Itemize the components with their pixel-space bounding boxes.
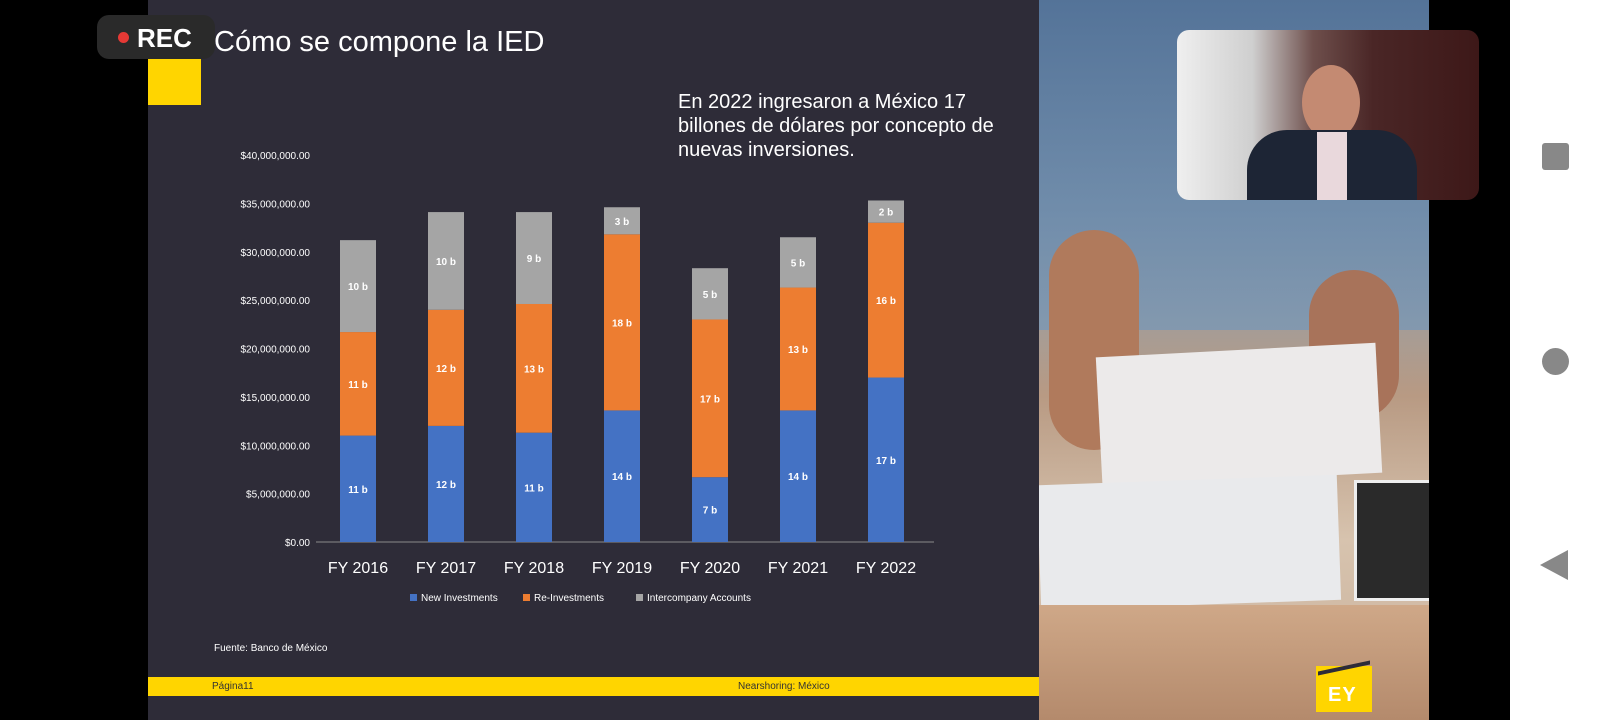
y-tick-label: $20,000,000.00 <box>240 345 310 356</box>
bar-data-label: 2 b <box>879 208 893 219</box>
bar-segment <box>516 432 552 542</box>
record-dot-icon <box>118 32 129 43</box>
bar-data-label: 18 b <box>612 318 632 329</box>
bar-segment <box>428 212 464 310</box>
yellow-accent-square <box>148 59 201 105</box>
photo-paper-top <box>1095 342 1383 488</box>
chart-legend: New Investments Re-Investments Intercompan… <box>410 593 751 604</box>
bar-data-label: 12 b <box>436 480 456 491</box>
bar-data-label: 17 b <box>876 456 896 467</box>
bar-segment <box>604 234 640 411</box>
stacked-bar-chart: $0.00 $5,000,000.00 $10,000,000.00 $15,000,… <box>240 151 934 604</box>
y-tick-label: $40,000,000.00 <box>240 151 310 162</box>
ey-logo: EY <box>1316 660 1372 712</box>
x-tick-label: FY 2018 <box>504 560 564 577</box>
system-navigation-bar <box>1510 0 1600 720</box>
bar-data-label: 11 b <box>524 483 543 494</box>
bar-segment <box>428 309 464 426</box>
y-tick-label: $25,000,000.00 <box>240 296 310 307</box>
bars: 11 b 11 b 10 b 12 b 12 b 10 b 11 b 13 b 9 b 14 b 1… <box>340 200 904 542</box>
back-icon[interactable] <box>1540 550 1568 580</box>
bar-segment <box>692 477 728 542</box>
x-tick-label: FY 2021 <box>768 560 828 577</box>
slide-title: Cómo se compone la IED <box>214 26 545 58</box>
footer-title: Nearshoring: México <box>738 681 830 692</box>
ey-logo-text: EY <box>1328 684 1357 706</box>
x-tick-label: FY 2016 <box>328 560 388 577</box>
legend-swatch <box>636 594 643 601</box>
bar-segment <box>604 207 640 235</box>
bar-segment <box>516 303 552 433</box>
bar-data-label: 13 b <box>524 364 544 375</box>
bar-segment <box>780 237 816 288</box>
bar-data-label: 10 b <box>436 257 456 268</box>
bar-segment <box>604 410 640 542</box>
footer-bar: Página11 Nearshoring: México <box>148 677 1039 696</box>
bar-data-label: 11 b <box>348 485 367 496</box>
bar-data-label: 7 b <box>703 506 717 517</box>
bar-segment <box>340 435 376 542</box>
bar-data-label: 17 b <box>700 394 720 405</box>
y-tick-label: $35,000,000.00 <box>240 199 310 210</box>
bar-segment <box>428 425 464 542</box>
legend-label: Re-Investments <box>534 593 604 604</box>
bar-segment <box>780 410 816 542</box>
bar-segment <box>340 332 376 436</box>
y-tick-label: $30,000,000.00 <box>240 248 310 259</box>
y-tick-label: $0.00 <box>285 538 310 549</box>
x-tick-label: FY 2020 <box>680 560 740 577</box>
home-icon[interactable] <box>1542 348 1569 375</box>
x-tick-label: FY 2019 <box>592 560 652 577</box>
legend-swatch <box>523 594 530 601</box>
bar-segment <box>516 212 552 304</box>
bar-data-label: 13 b <box>788 345 808 356</box>
y-tick-label: $10,000,000.00 <box>240 441 310 452</box>
footer-page-number: Página11 <box>212 681 254 692</box>
bar-data-label: 5 b <box>791 258 805 269</box>
x-tick-label: FY 2022 <box>856 560 916 577</box>
recording-label: REC <box>137 23 192 53</box>
bar-segment <box>868 377 904 542</box>
legend-label: New Investments <box>421 593 498 604</box>
x-axis-labels: FY 2016 FY 2017 FY 2018 FY 2019 FY 2020 FY 20… <box>328 560 916 577</box>
callout-text: En 2022 ingresaron a México 17 billones … <box>678 91 994 161</box>
bar-segment <box>868 200 904 223</box>
bar-data-label: 9 b <box>527 254 541 265</box>
bar-data-label: 3 b <box>615 217 629 228</box>
bar-data-label: 5 b <box>703 290 717 301</box>
presenter-shirt <box>1317 132 1347 200</box>
bar-segment <box>692 268 728 320</box>
bar-data-label: 14 b <box>788 472 808 483</box>
presenter-head <box>1302 65 1360 140</box>
photo-paper-bottom <box>1039 474 1342 611</box>
recent-apps-icon[interactable] <box>1542 143 1569 170</box>
bar-data-label: 16 b <box>876 296 896 307</box>
y-tick-label: $5,000,000.00 <box>246 490 310 501</box>
bar-data-label: 10 b <box>348 282 368 293</box>
y-axis-labels: $0.00 $5,000,000.00 $10,000,000.00 $15,000,… <box>240 151 310 549</box>
bar-segment <box>692 319 728 478</box>
legend-label: Intercompany Accounts <box>647 593 751 604</box>
recording-indicator[interactable]: REC <box>97 15 215 59</box>
presenter-video-pip[interactable] <box>1177 30 1479 200</box>
bar-data-label: 11 b <box>348 380 367 391</box>
bar-segment <box>780 287 816 411</box>
source-note: Fuente: Banco de México <box>214 643 328 654</box>
photo-phone <box>1354 480 1429 601</box>
legend-swatch <box>410 594 417 601</box>
bar-data-label: 14 b <box>612 472 632 483</box>
y-tick-label: $15,000,000.00 <box>240 393 310 404</box>
bar-segment <box>340 240 376 333</box>
x-tick-label: FY 2017 <box>416 560 476 577</box>
presentation-slide: Cómo se compone la IED En 2022 ingresaro… <box>148 0 1039 720</box>
bar-segment <box>868 222 904 378</box>
bar-data-label: 12 b <box>436 364 456 375</box>
